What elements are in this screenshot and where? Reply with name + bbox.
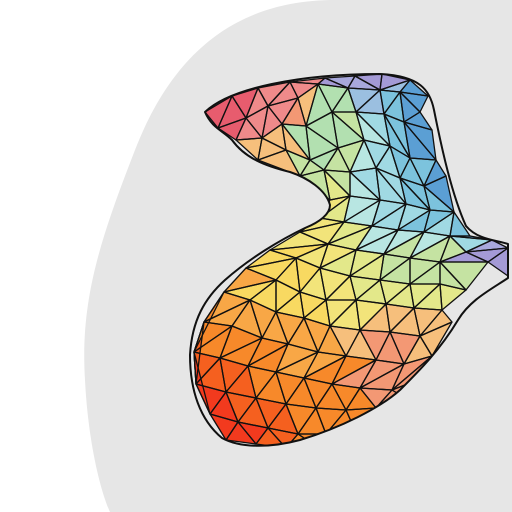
mesh-edge xyxy=(439,283,467,311)
mesh-edge xyxy=(193,351,211,415)
mesh-edge xyxy=(449,235,493,253)
mesh-edge xyxy=(193,291,225,353)
mesh-edge xyxy=(439,261,489,291)
blob-outline xyxy=(189,73,509,447)
mesh-edge xyxy=(419,321,453,357)
mesh-edge xyxy=(403,121,437,161)
mesh-edge xyxy=(423,175,455,213)
mesh-edge xyxy=(487,247,508,277)
